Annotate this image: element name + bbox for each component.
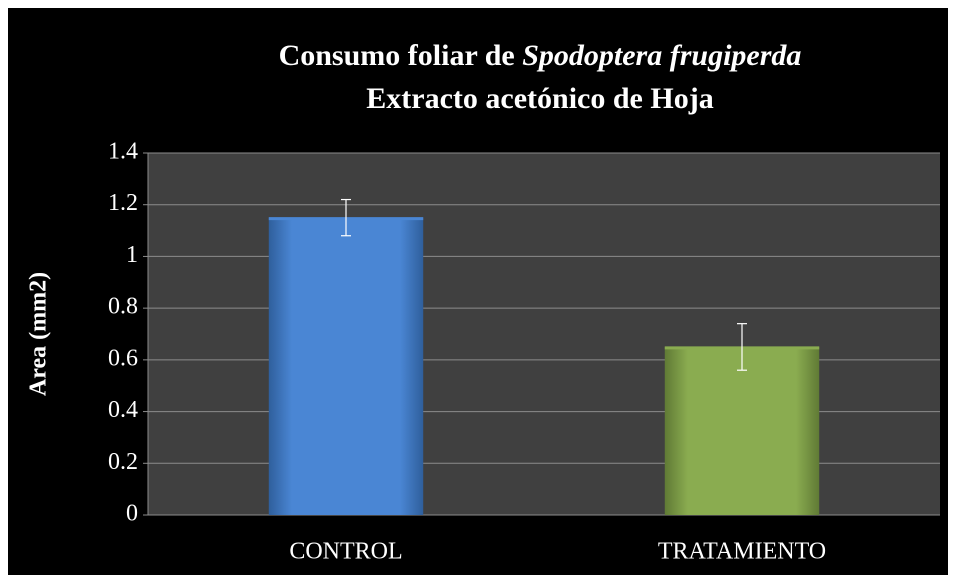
x-tick-label: TRATAMIENTO <box>658 539 826 565</box>
chart-title: Consumo foliar de Spodoptera frugiperda <box>279 39 802 72</box>
y-tick-label: 0.6 <box>108 345 138 371</box>
bar <box>664 346 820 515</box>
y-tick-label: 1.2 <box>108 190 138 216</box>
y-tick-label: 0.2 <box>108 449 138 475</box>
y-axis-label: Area (mm2) <box>26 272 52 396</box>
bar <box>268 217 424 515</box>
y-tick-label: 1 <box>126 242 138 268</box>
chart-subtitle: Extracto acetónico de Hoja <box>366 82 713 115</box>
y-tick-label: 0 <box>126 501 138 527</box>
y-tick-label: 0.8 <box>108 294 138 320</box>
x-tick-label: CONTROL <box>289 539 402 565</box>
plot-area <box>148 153 940 515</box>
y-tick-label: 0.4 <box>108 397 138 423</box>
y-tick-label: 1.4 <box>108 139 138 165</box>
